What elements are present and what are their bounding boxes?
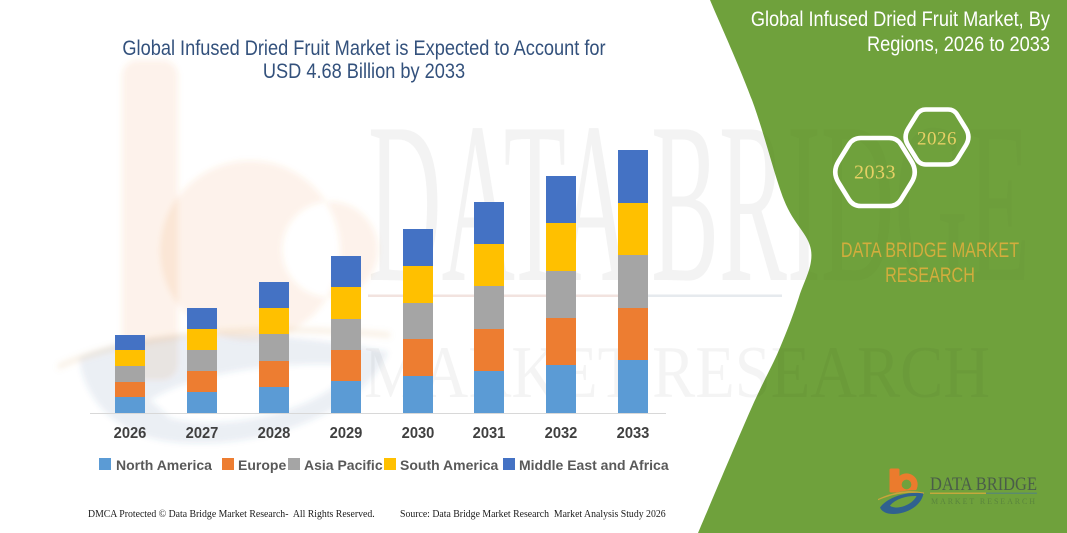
- svg-text:MARKET RESEARCH: MARKET RESEARCH: [931, 497, 1035, 506]
- svg-text:DATA BRIDGE: DATA BRIDGE: [930, 474, 1037, 495]
- svg-text:2033: 2033: [854, 162, 896, 184]
- svg-text:2026: 2026: [917, 129, 957, 150]
